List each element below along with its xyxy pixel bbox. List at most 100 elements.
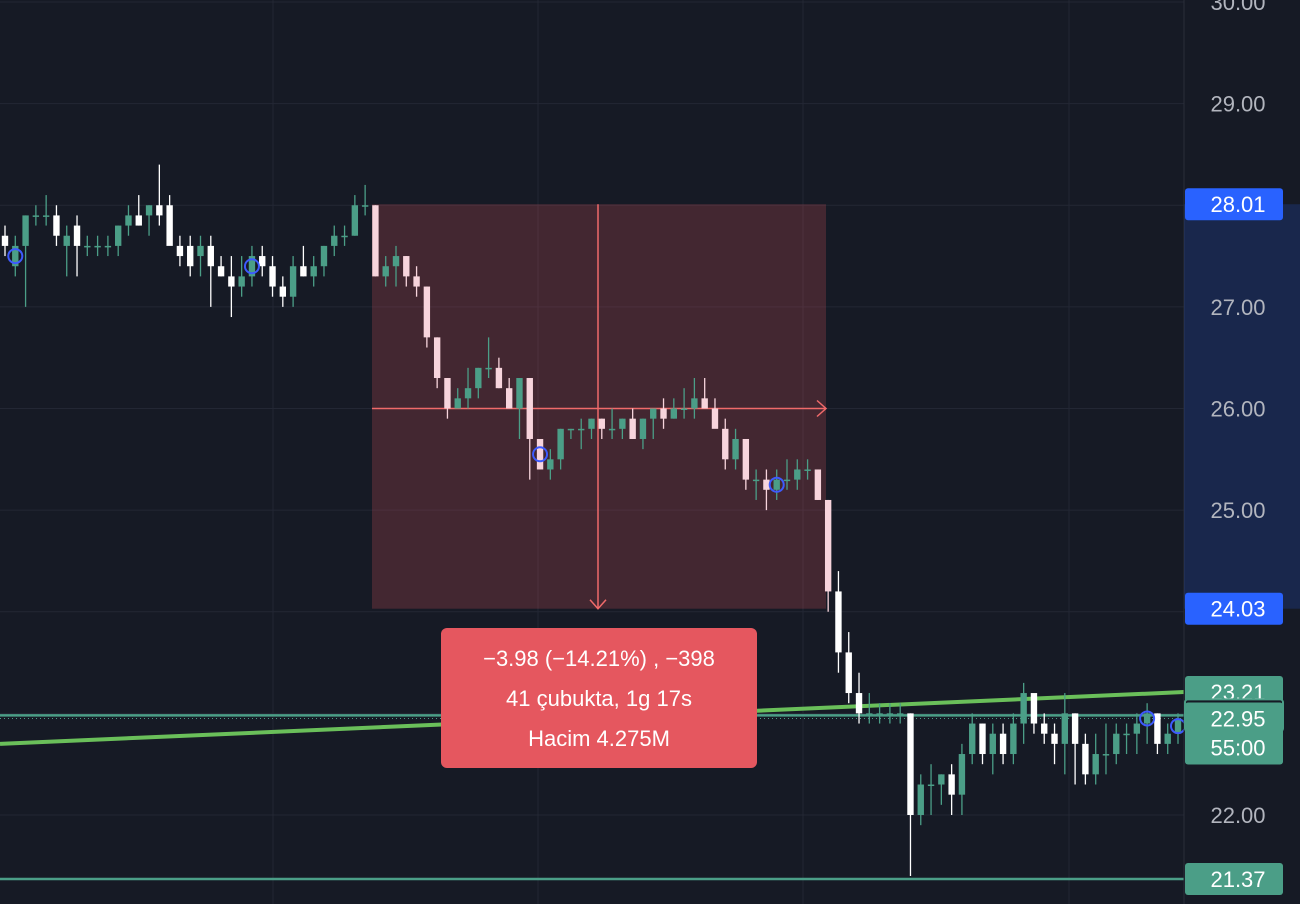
candle-body-50	[516, 378, 523, 409]
candle-93	[958, 743, 966, 815]
measure-arrow-right	[816, 399, 828, 418]
candle-body-59	[608, 428, 616, 431]
candle-body-94	[969, 723, 976, 755]
candle-112	[1154, 713, 1161, 755]
signal-markers	[7, 248, 1186, 735]
price-tag-label-1: 24.03	[1210, 597, 1265, 622]
price-tag-label-0: 28.01	[1210, 192, 1265, 217]
candle-body-108	[1113, 733, 1120, 755]
candle-8	[84, 235, 91, 257]
candle-body-14	[145, 205, 153, 216]
candle-body-53	[547, 459, 554, 470]
candle-body-20	[207, 245, 214, 267]
candle-body-60	[619, 418, 626, 429]
candle-25	[259, 245, 266, 277]
candle-27	[279, 276, 287, 307]
candle-body-63	[650, 408, 657, 419]
candle-69	[711, 398, 719, 429]
candle-66	[680, 388, 688, 419]
candle-body-12	[125, 215, 132, 226]
candle-4	[42, 195, 50, 226]
candle-body-56	[578, 428, 585, 431]
candle-body-54	[557, 428, 564, 460]
candle-16	[166, 195, 173, 246]
candle-body-107	[1102, 754, 1110, 756]
candle-body-18	[187, 245, 194, 267]
candle-90	[927, 764, 935, 815]
signal-marker-2	[532, 446, 549, 463]
candle-36	[372, 205, 379, 277]
candle-body-100	[1030, 693, 1038, 724]
candle-body-77	[794, 469, 801, 480]
measure-bars: 41 çubukta, 1g 17s	[506, 686, 692, 711]
candle-body-33	[341, 235, 348, 238]
candle-20	[207, 235, 214, 307]
candle-63	[650, 408, 657, 439]
candle-53	[547, 449, 554, 480]
candle-26	[269, 256, 276, 297]
candle-body-47	[485, 367, 492, 370]
candle-21	[217, 256, 225, 277]
candle-body-5	[53, 215, 60, 236]
price-tag-box-5	[1185, 863, 1283, 896]
candle-67	[691, 378, 698, 419]
candle-11	[114, 225, 122, 257]
candle-body-19	[197, 245, 204, 257]
candle-85	[876, 703, 883, 724]
candle-body-88	[907, 713, 914, 815]
candle-body-76	[783, 479, 791, 482]
candle-79	[814, 469, 822, 500]
candle-84	[866, 693, 873, 724]
candle-body-109	[1123, 733, 1130, 736]
candle-45	[464, 367, 472, 409]
price-tag-label-4: 22.95	[1210, 706, 1265, 731]
candle-body-32	[331, 235, 338, 246]
candle-35	[361, 184, 369, 216]
candle-body-70	[722, 428, 729, 460]
signal-marker-4	[1139, 710, 1156, 727]
candle-104	[1071, 713, 1079, 785]
price-axis: 30.00 29.00 27.00 26.00 25.00 22.00 28.01 24.03…	[1183, 0, 1300, 904]
candle-103	[1061, 693, 1069, 775]
candle-body-71	[732, 438, 739, 460]
candle-body-75	[773, 479, 780, 490]
candle-34	[351, 195, 359, 236]
candle-body-65	[670, 408, 678, 419]
candle-body-45	[464, 388, 472, 399]
candle-43	[444, 378, 451, 419]
candle-99	[1020, 682, 1027, 744]
candle-body-99	[1020, 693, 1027, 724]
candle-102	[1051, 723, 1058, 765]
candle-body-106	[1092, 754, 1099, 775]
candle-body-85	[876, 713, 883, 715]
candle-body-34	[351, 205, 359, 236]
price-tag-0: 28.01	[1185, 188, 1283, 221]
candle-44	[454, 388, 461, 409]
candle-body-86	[886, 713, 894, 715]
candle-94	[969, 713, 976, 765]
candle-body-74	[763, 479, 770, 490]
candle-107	[1102, 723, 1110, 775]
candle-62	[639, 418, 647, 450]
candle-body-113	[1164, 733, 1171, 744]
candle-body-2	[22, 215, 29, 246]
axis-tick-label-1: 29.00	[1210, 92, 1265, 117]
candle-body-93	[958, 754, 966, 795]
candle-80	[824, 499, 832, 612]
candle-body-64	[660, 408, 667, 419]
candle-64	[660, 398, 667, 429]
signal-marker-3	[768, 476, 785, 493]
candle-body-111	[1143, 713, 1151, 724]
candle-113	[1164, 723, 1171, 755]
candle-body-66	[680, 408, 688, 410]
candle-57	[588, 418, 595, 439]
candle-body-1	[12, 245, 19, 267]
candle-body-51	[526, 378, 533, 439]
measure-arrow-down	[589, 599, 607, 610]
candle-body-10	[104, 245, 112, 248]
candle-body-84	[866, 713, 873, 715]
candle-body-96	[989, 733, 996, 755]
candle-3	[32, 205, 40, 226]
